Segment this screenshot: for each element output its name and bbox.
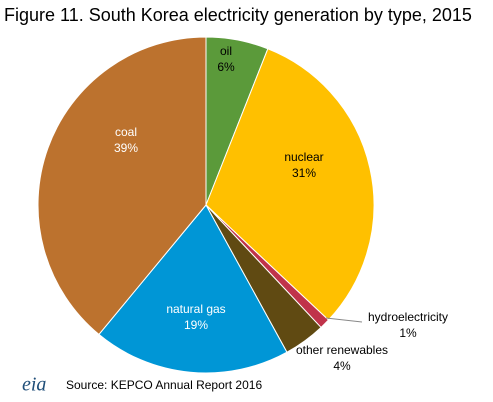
value-label: 19% — [184, 318, 208, 332]
slice-label: hydroelectricity — [368, 310, 448, 324]
logo: eia — [22, 374, 46, 396]
slice-label: oil — [220, 44, 232, 58]
slice-label: nuclear — [284, 150, 323, 164]
source: Source: KEPCO Annual Report 2016 — [66, 378, 262, 392]
leader-line — [325, 317, 363, 323]
slice-label: coal — [115, 125, 137, 139]
slice-label: natural gas — [166, 302, 225, 316]
value-label: 39% — [114, 141, 138, 155]
pie-slice — [205, 48, 375, 321]
pie-slice — [98, 204, 288, 374]
value-label: 31% — [292, 166, 316, 180]
value-label: 4% — [333, 359, 351, 373]
value-label: 1% — [399, 326, 417, 340]
pie-slice — [37, 36, 207, 336]
value-label: 6% — [217, 60, 235, 74]
slice-label: other renewables — [296, 343, 388, 357]
chart-title: Figure 11. South Korea electricity gener… — [4, 5, 472, 25]
